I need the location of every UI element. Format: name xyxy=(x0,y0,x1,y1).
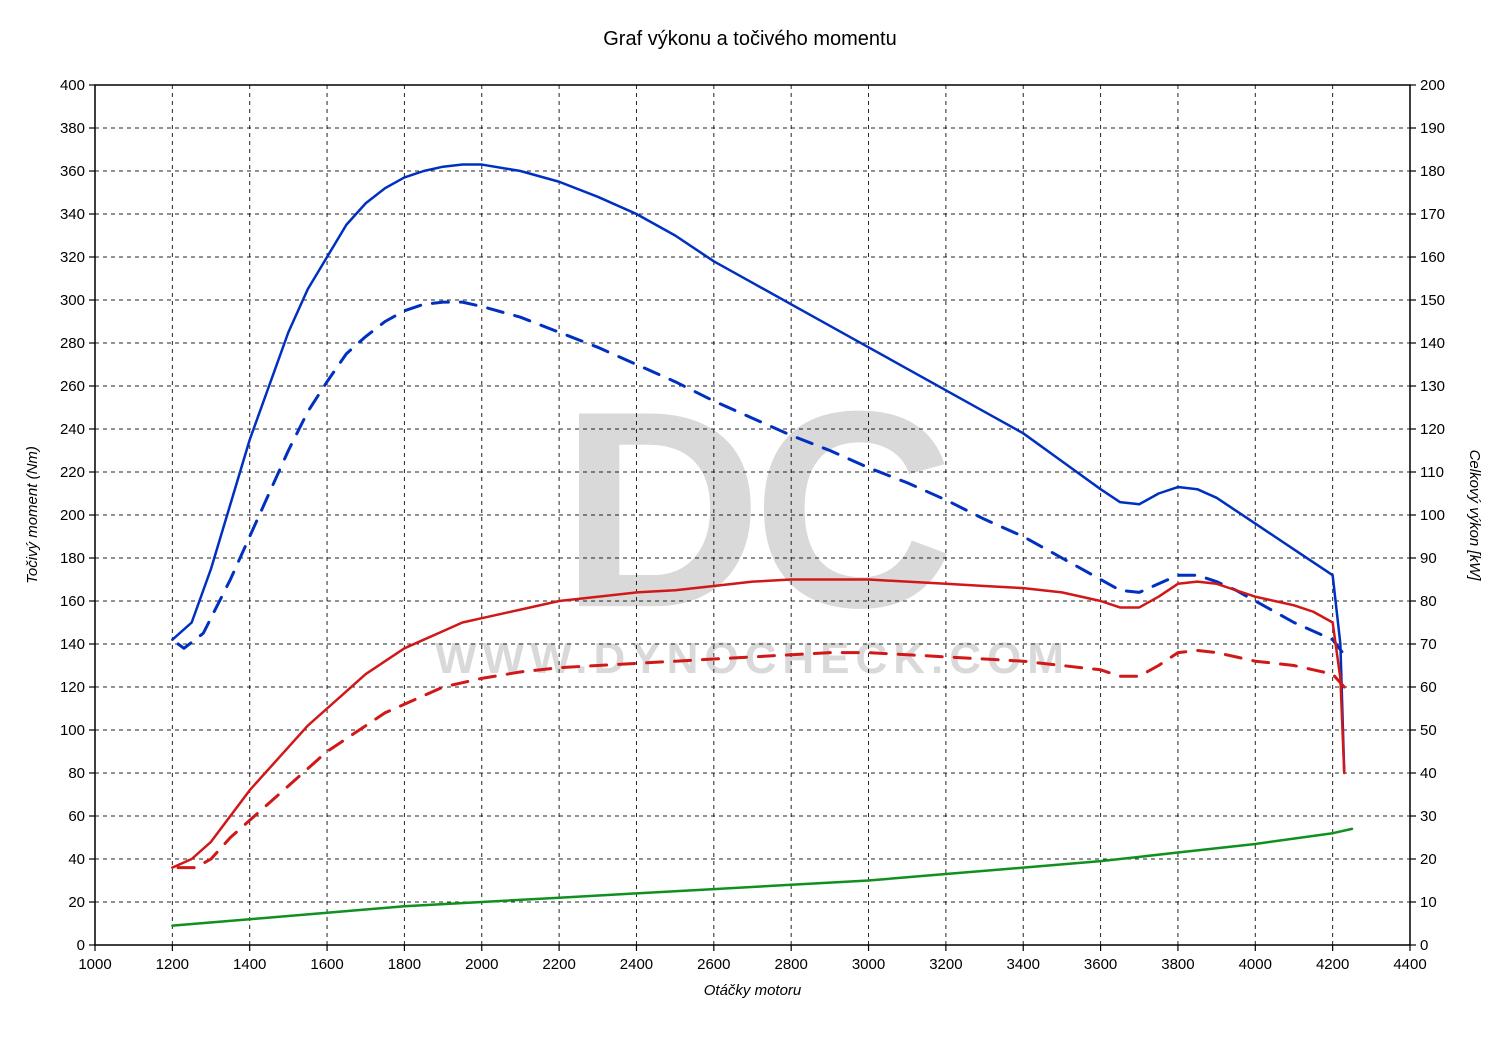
y-left-tick-label: 120 xyxy=(60,679,85,696)
y-left-axis-label: Točivý moment (Nm) xyxy=(24,446,41,584)
y-right-tick-label: 120 xyxy=(1420,421,1445,438)
y-right-tick-label: 50 xyxy=(1420,722,1437,739)
y-right-tick-label: 150 xyxy=(1420,292,1445,309)
series-loss_power xyxy=(172,829,1352,926)
grid xyxy=(95,85,1410,945)
x-tick-label: 1000 xyxy=(78,956,111,973)
y-left-tick-label: 280 xyxy=(60,335,85,352)
y-left-tick-label: 80 xyxy=(68,765,85,782)
y-right-tick-label: 100 xyxy=(1420,507,1445,524)
y-right-tick-label: 110 xyxy=(1420,464,1444,481)
svg-text:DC: DC xyxy=(560,354,949,666)
x-tick-label: 1400 xyxy=(233,956,266,973)
x-tick-label: 3600 xyxy=(1084,956,1117,973)
y-right-tick-label: 70 xyxy=(1420,636,1437,653)
y-right-tick-label: 90 xyxy=(1420,550,1437,567)
chart-title: Graf výkonu a točivého momentu xyxy=(603,28,896,50)
x-tick-label: 1200 xyxy=(156,956,189,973)
y-left-tick-label: 300 xyxy=(60,292,85,309)
x-tick-label: 1800 xyxy=(388,956,421,973)
y-right-tick-label: 170 xyxy=(1420,206,1445,223)
y-right-tick-label: 190 xyxy=(1420,120,1445,137)
y-right-tick-label: 80 xyxy=(1420,593,1437,610)
x-axis-label: Otáčky motoru xyxy=(704,982,802,999)
y-left-tick-label: 140 xyxy=(60,636,85,653)
y-left-tick-label: 320 xyxy=(60,249,85,266)
x-tick-label: 4400 xyxy=(1393,956,1426,973)
y-left-tick-label: 260 xyxy=(60,378,85,395)
y-right-tick-label: 30 xyxy=(1420,808,1437,825)
x-tick-label: 2200 xyxy=(542,956,575,973)
y-left-tick-label: 60 xyxy=(68,808,85,825)
x-tick-label: 2000 xyxy=(465,956,498,973)
y-left-tick-label: 40 xyxy=(68,851,85,868)
y-left-tick-label: 380 xyxy=(60,120,85,137)
y-right-tick-label: 140 xyxy=(1420,335,1445,352)
y-right-tick-label: 40 xyxy=(1420,765,1437,782)
x-tick-label: 3400 xyxy=(1007,956,1040,973)
svg-text:WWW.DYNOCHECK.COM: WWW.DYNOCHECK.COM xyxy=(435,634,1070,683)
y-left-tick-label: 360 xyxy=(60,163,85,180)
y-right-tick-label: 0 xyxy=(1420,937,1428,954)
y-right-tick-label: 60 xyxy=(1420,679,1437,696)
y-right-tick-label: 160 xyxy=(1420,249,1445,266)
y-left-tick-label: 240 xyxy=(60,421,85,438)
y-right-tick-label: 200 xyxy=(1420,77,1445,94)
y-left-tick-label: 220 xyxy=(60,464,85,481)
y-left-tick-label: 340 xyxy=(60,206,85,223)
x-tick-label: 1600 xyxy=(310,956,343,973)
y-left-tick-label: 200 xyxy=(60,507,85,524)
y-left-tick-label: 160 xyxy=(60,593,85,610)
y-right-tick-label: 180 xyxy=(1420,163,1445,180)
x-tick-label: 3000 xyxy=(852,956,885,973)
y-left-tick-label: 400 xyxy=(60,77,85,94)
y-right-axis-label: Celkový výkon [kW] xyxy=(1466,450,1483,582)
y-right-tick-label: 130 xyxy=(1420,378,1445,395)
y-left-tick-label: 180 xyxy=(60,550,85,567)
dyno-chart: DCWWW.DYNOCHECK.COM100012001400160018002… xyxy=(0,0,1500,1041)
y-left-tick-label: 0 xyxy=(77,937,85,954)
y-left-tick-label: 100 xyxy=(60,722,85,739)
x-tick-label: 4000 xyxy=(1239,956,1272,973)
x-tick-label: 2400 xyxy=(620,956,653,973)
y-right-tick-label: 20 xyxy=(1420,851,1437,868)
x-tick-label: 3800 xyxy=(1161,956,1194,973)
y-right-tick-label: 10 xyxy=(1420,894,1437,911)
x-tick-label: 2800 xyxy=(774,956,807,973)
x-tick-label: 3200 xyxy=(929,956,962,973)
x-tick-label: 2600 xyxy=(697,956,730,973)
x-tick-label: 4200 xyxy=(1316,956,1349,973)
y-left-tick-label: 20 xyxy=(68,894,85,911)
chart-svg: DCWWW.DYNOCHECK.COM100012001400160018002… xyxy=(0,0,1500,1041)
series-power_stock xyxy=(178,650,1344,867)
